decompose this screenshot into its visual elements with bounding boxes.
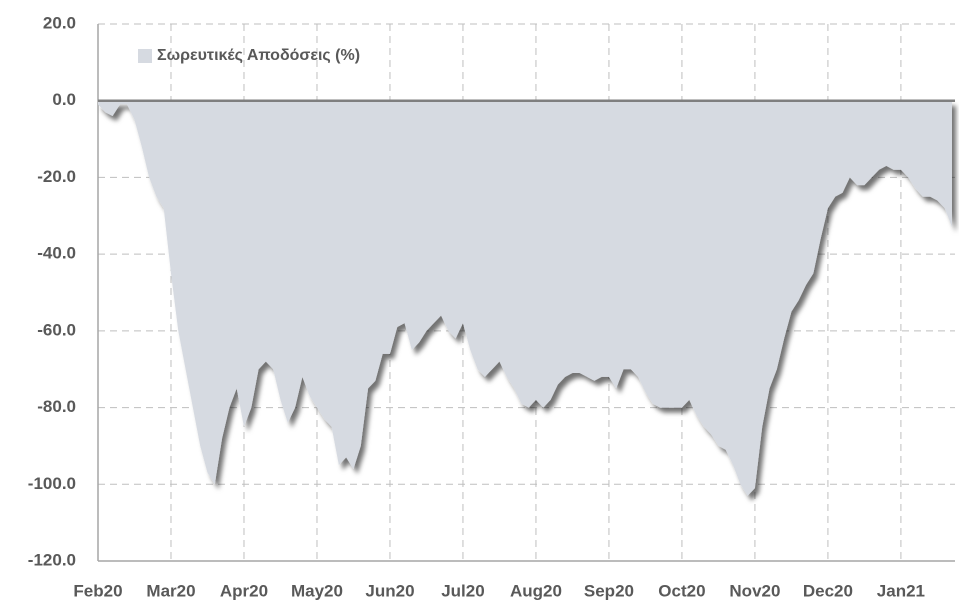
- x-tick-label: Jul20: [441, 581, 484, 600]
- x-tick-label: Jan21: [877, 581, 925, 600]
- marks: [98, 99, 955, 496]
- area: [98, 100, 952, 496]
- x-tick-label: Nov20: [729, 581, 780, 600]
- x-tick-label: Oct20: [658, 581, 705, 600]
- x-tick-label: May20: [291, 581, 343, 600]
- y-tick-label: -40.0: [37, 244, 76, 263]
- x-tick-label: Jun20: [365, 581, 414, 600]
- legend-swatch: [138, 49, 152, 63]
- y-tick-label: -20.0: [37, 167, 76, 186]
- y-tick-label: -80.0: [37, 397, 76, 416]
- x-tick-label: Apr20: [220, 581, 268, 600]
- x-tick-label: Mar20: [146, 581, 195, 600]
- x-tick-label: Feb20: [73, 581, 122, 600]
- legend-label: Σωρευτικές Αποδόσεις (%): [157, 47, 360, 64]
- y-tick-label: 0.0: [52, 90, 76, 109]
- x-tick-label: Aug20: [510, 581, 562, 600]
- x-tick-label: Dec20: [803, 581, 853, 600]
- x-tick-label: Sep20: [584, 581, 634, 600]
- y-tick-label: -60.0: [37, 320, 76, 339]
- labels: 20.0 0.0 -20.0 -40.0 -60.0 -80.0 -100.0 -120.0 F…: [28, 13, 925, 600]
- y-tick-label: -120.0: [28, 550, 76, 569]
- y-tick-label: 20.0: [43, 13, 76, 32]
- y-tick-label: -100.0: [28, 474, 76, 493]
